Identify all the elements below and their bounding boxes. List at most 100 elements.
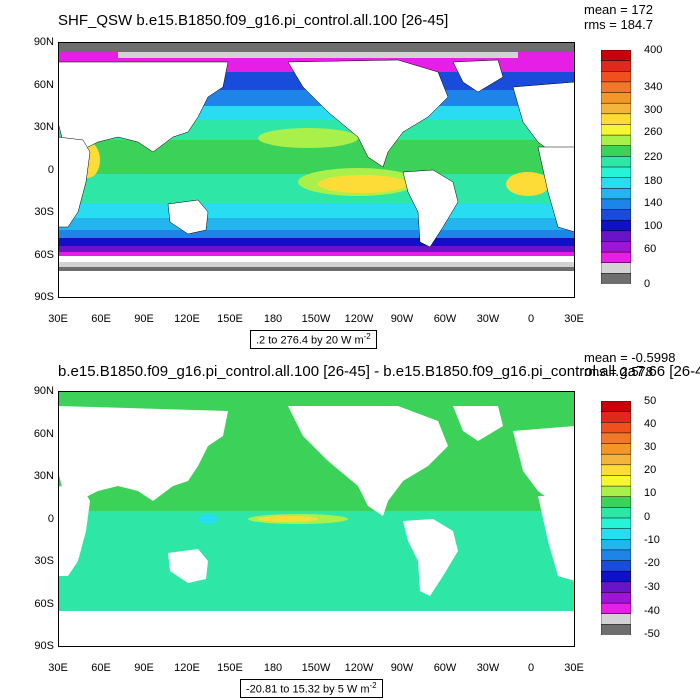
continents [58, 59, 575, 298]
colorbar-swatch [601, 209, 631, 221]
lat-label: 90S [34, 640, 54, 652]
colorbar-swatch [601, 507, 631, 519]
lon-label: 0 [527, 313, 535, 325]
lat-label: 30N [33, 121, 54, 133]
lat-label: 90N [33, 385, 54, 397]
lon-label: 120W [344, 313, 374, 325]
colorbar-label: 180 [644, 175, 663, 187]
lat-label: 60N [33, 79, 54, 91]
colorbar-swatch [601, 166, 631, 179]
colorbar-swatch [601, 432, 631, 445]
contour-range-box: -20.81 to 15.32 by 5 W m-2 [240, 679, 383, 698]
landmass-australia [167, 199, 209, 235]
panel-absolute-field: SHF_QSW b.e15.B1850.f09_g16.pi_control.a… [33, 2, 663, 349]
colorbar-label: -30 [644, 581, 660, 593]
ice-region [58, 267, 575, 271]
field-band [58, 218, 575, 232]
lon-label: 120E [174, 313, 200, 325]
lon-label: 60E [91, 662, 111, 674]
colorbar-label: 140 [644, 197, 663, 209]
colorbar-swatch [601, 496, 631, 509]
colorbar-swatch [601, 134, 631, 147]
field-band [58, 230, 575, 240]
colorbar-swatch [601, 411, 631, 424]
colorbar-swatch [601, 528, 631, 541]
field-patch [198, 514, 218, 524]
colorbar-swatch [601, 485, 631, 498]
field-band [58, 246, 575, 254]
lat-label: 60S [34, 598, 54, 610]
lon-label: 30E [48, 313, 68, 325]
colorbar [601, 50, 631, 284]
field-patch [318, 175, 408, 193]
colorbar-label: 50 [644, 395, 657, 407]
lon-label: 90E [134, 662, 154, 674]
colorbar-swatch [601, 102, 631, 115]
lon-label: 30W [476, 313, 500, 325]
contour-range-text: -20.81 to 15.32 by 5 W m [246, 683, 370, 696]
landmass-antarctica [58, 269, 575, 298]
map-frame [58, 391, 575, 647]
colorbar-swatch [601, 624, 631, 635]
missing-region [58, 262, 575, 270]
landmass-north-america [287, 59, 449, 168]
rms-stat: rms = 2.578 [584, 364, 654, 379]
landmass-south-america [402, 169, 459, 248]
lon-label: 60W [433, 313, 457, 325]
lon-label: 150W [301, 313, 331, 325]
colorbar-swatch [601, 113, 631, 126]
colorbar-swatch [601, 443, 631, 455]
landmass-antarctica [58, 611, 575, 647]
colorbar-swatch [601, 81, 631, 94]
lat-label: 0 [47, 164, 54, 176]
colorbar-swatch [601, 92, 631, 104]
lon-label: 60W [433, 662, 457, 674]
lon-label: 30W [476, 662, 500, 674]
mean-stat: mean = -0.5998 [584, 350, 676, 365]
colorbar-label: 260 [644, 126, 663, 138]
colorbar-swatch [601, 145, 631, 158]
field-band [58, 511, 575, 611]
colorbar-swatch [601, 124, 631, 136]
colorbar-label: 10 [644, 487, 657, 499]
landmass-europe-east [513, 426, 575, 506]
colorbar-swatch [601, 230, 631, 243]
lon-label: 90E [134, 313, 154, 325]
lon-label: 30E [564, 313, 584, 325]
colorbar-swatch [601, 188, 631, 200]
colorbar-label: 0 [644, 278, 651, 290]
field-band [58, 238, 575, 248]
lon-label: 180 [263, 662, 283, 674]
lon-label: 180 [263, 313, 283, 325]
lon-label: 90W [390, 313, 414, 325]
colorbar-swatch [601, 60, 631, 73]
ice-region [58, 42, 575, 52]
map-plot [58, 42, 575, 298]
field-band [58, 252, 575, 258]
lat-label: 30S [34, 206, 54, 218]
field-band [58, 204, 575, 220]
colorbar-swatch [601, 475, 631, 487]
colorbar-label: 20 [644, 464, 657, 476]
lon-label: 30E [564, 662, 584, 674]
colorbar [601, 401, 631, 635]
lat-label: 30N [33, 470, 54, 482]
colorbar-label: 400 [644, 44, 663, 56]
contour-range-box: .2 to 276.4 by 20 W m-2 [250, 330, 377, 349]
colorbar-swatch [601, 198, 631, 211]
lat-label: 60N [33, 428, 54, 440]
colorbar-swatch [601, 273, 631, 284]
rms-stat: rms = 184.7 [584, 17, 654, 32]
colorbar-swatch [601, 156, 631, 168]
colorbar-label: -10 [644, 534, 660, 546]
lon-label: 120E [174, 662, 200, 674]
landmass-eurasia [58, 406, 228, 501]
field-patch [506, 172, 550, 196]
colorbar-label: 60 [644, 243, 657, 255]
colorbar-swatch [601, 219, 631, 232]
lon-label: 150W [301, 662, 331, 674]
colorbar-swatch [601, 401, 631, 413]
colorbar-swatch [601, 177, 631, 190]
unit-exponent: -2 [363, 332, 371, 341]
lon-label: 90W [390, 662, 414, 674]
